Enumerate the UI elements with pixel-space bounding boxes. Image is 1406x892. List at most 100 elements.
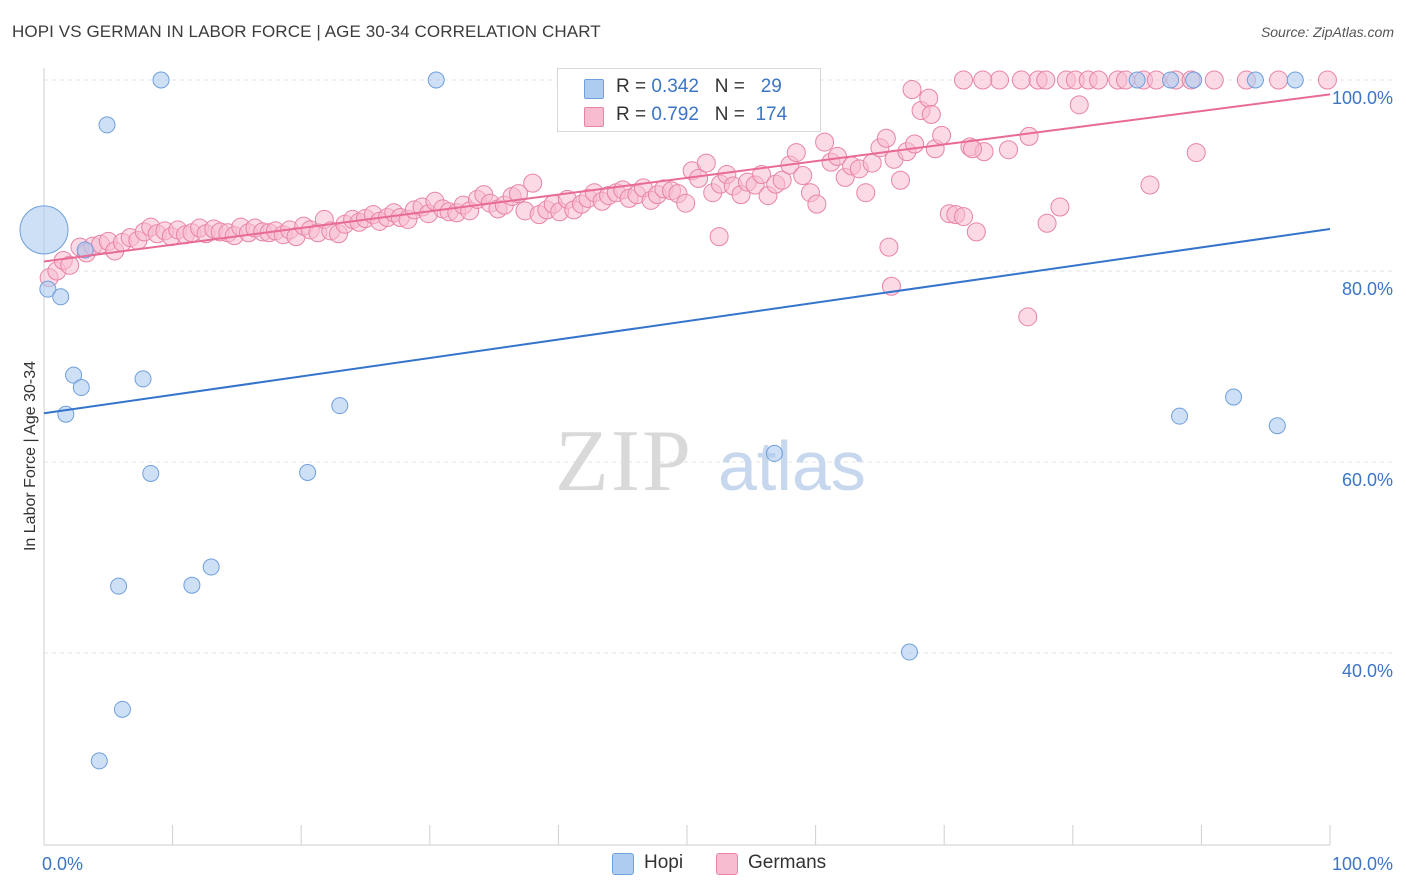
german-point [1069, 95, 1089, 115]
german-point [973, 70, 993, 90]
legend-swatch-hopi [584, 79, 604, 99]
german-point [752, 165, 772, 185]
german-point [856, 183, 876, 203]
german-point [523, 173, 543, 193]
german-point [772, 170, 792, 190]
hopi-point [98, 116, 116, 134]
german-point [786, 143, 806, 163]
hopi-point [202, 558, 220, 576]
german-point [1036, 70, 1056, 90]
german-point [902, 80, 922, 100]
hopi-point [900, 643, 918, 661]
legend-n-label: N = [714, 76, 745, 97]
german-point [1018, 307, 1038, 327]
hopi-point [52, 288, 70, 306]
hopi-point [1286, 71, 1304, 89]
german-point [953, 207, 973, 227]
tick-labels: 40.0% 60.0% 80.0% 100.0% 0.0% 100.0% [42, 88, 1393, 874]
hopi-point [72, 379, 90, 397]
legend-swatch-germans [716, 853, 738, 875]
german-point [890, 170, 910, 190]
y-tick-label: 60.0% [1342, 470, 1393, 490]
legend-swatch-germans [584, 107, 604, 127]
hopi-point [65, 366, 83, 384]
german-point [815, 132, 835, 152]
hopi-point [765, 444, 783, 462]
hopi-point [39, 280, 57, 298]
hopi-point [183, 576, 201, 594]
german-point [966, 222, 986, 242]
german-points [39, 70, 1337, 327]
hopi-point [331, 397, 349, 415]
legend-n-value: 174 [755, 104, 788, 125]
german-point [1050, 197, 1070, 217]
german-point [509, 184, 529, 204]
german-point [1037, 213, 1057, 233]
hopi-points [19, 71, 1304, 770]
stats-legend: R = 0.342 N = 29 R = 0.792 N = 174 [557, 68, 821, 132]
hopi-point [110, 577, 128, 595]
legend-n-value: 29 [760, 76, 782, 97]
german-point [921, 104, 941, 124]
german-point [879, 237, 899, 257]
series-legend: Hopi Germans [0, 852, 1406, 878]
hopi-trend-line [43, 227, 1331, 415]
hopi-point [90, 752, 108, 770]
german-point [999, 140, 1018, 160]
german-point [953, 70, 973, 90]
hopi-point [299, 464, 317, 482]
legend-swatch-hopi [612, 853, 634, 875]
hopi-point [1162, 71, 1180, 89]
hopi-point [76, 241, 94, 259]
german-point [793, 166, 813, 185]
legend-r-label: R = [616, 104, 647, 125]
y-axis-label: In Labor Force | Age 30-34 [22, 361, 39, 551]
legend-label-hopi: Hopi [644, 852, 684, 873]
legend-label-germans: Germans [748, 852, 827, 873]
hopi-point [142, 464, 160, 482]
x-tick-label: 100.0% [1332, 854, 1393, 874]
german-point [1019, 126, 1039, 146]
german-point [932, 125, 952, 145]
hopi-point [19, 205, 69, 255]
german-point [1204, 70, 1224, 90]
german-point [989, 70, 1009, 90]
german-point [1089, 70, 1109, 90]
hopi-point [1268, 417, 1286, 435]
german-point [1186, 143, 1206, 163]
watermark: ZIP atlas [555, 413, 866, 510]
hopi-point [134, 370, 152, 388]
legend-row-hopi: R = 0.342 N = 29 [558, 73, 820, 101]
legend-n-label: N = [714, 104, 745, 125]
hopi-point [1225, 388, 1243, 406]
german-point [676, 193, 696, 213]
german-point [1140, 175, 1160, 195]
x-tick-label: 0.0% [42, 854, 83, 874]
legend-r-value: 0.792 [651, 104, 699, 125]
y-tick-label: 40.0% [1342, 661, 1393, 681]
german-point [1269, 70, 1289, 90]
watermark-zip: ZIP [555, 413, 693, 510]
gridlines [44, 79, 1395, 654]
hopi-point [1128, 71, 1146, 89]
german-point [876, 128, 896, 148]
german-point [905, 134, 925, 154]
legend-r-label: R = [616, 76, 647, 97]
chart-title: HOPI VS GERMAN IN LABOR FORCE | AGE 30-3… [12, 22, 601, 41]
german-point [807, 194, 827, 214]
german-trend-line [43, 93, 1331, 263]
german-point [919, 88, 939, 108]
trend-lines [43, 93, 1331, 415]
german-point [1011, 70, 1031, 90]
legend-r-value: 0.342 [651, 76, 699, 97]
chart-source: Source: ZipAtlas.com [1260, 24, 1394, 40]
axes [43, 68, 1331, 846]
german-point [709, 227, 729, 247]
german-point [1317, 70, 1337, 90]
hopi-point [1171, 407, 1189, 425]
hopi-point [113, 700, 131, 718]
hopi-point [427, 71, 445, 89]
hopi-point [1185, 71, 1203, 89]
y-tick-label: 80.0% [1342, 279, 1393, 299]
legend-row-germans: R = 0.792 N = 174 [558, 101, 820, 129]
